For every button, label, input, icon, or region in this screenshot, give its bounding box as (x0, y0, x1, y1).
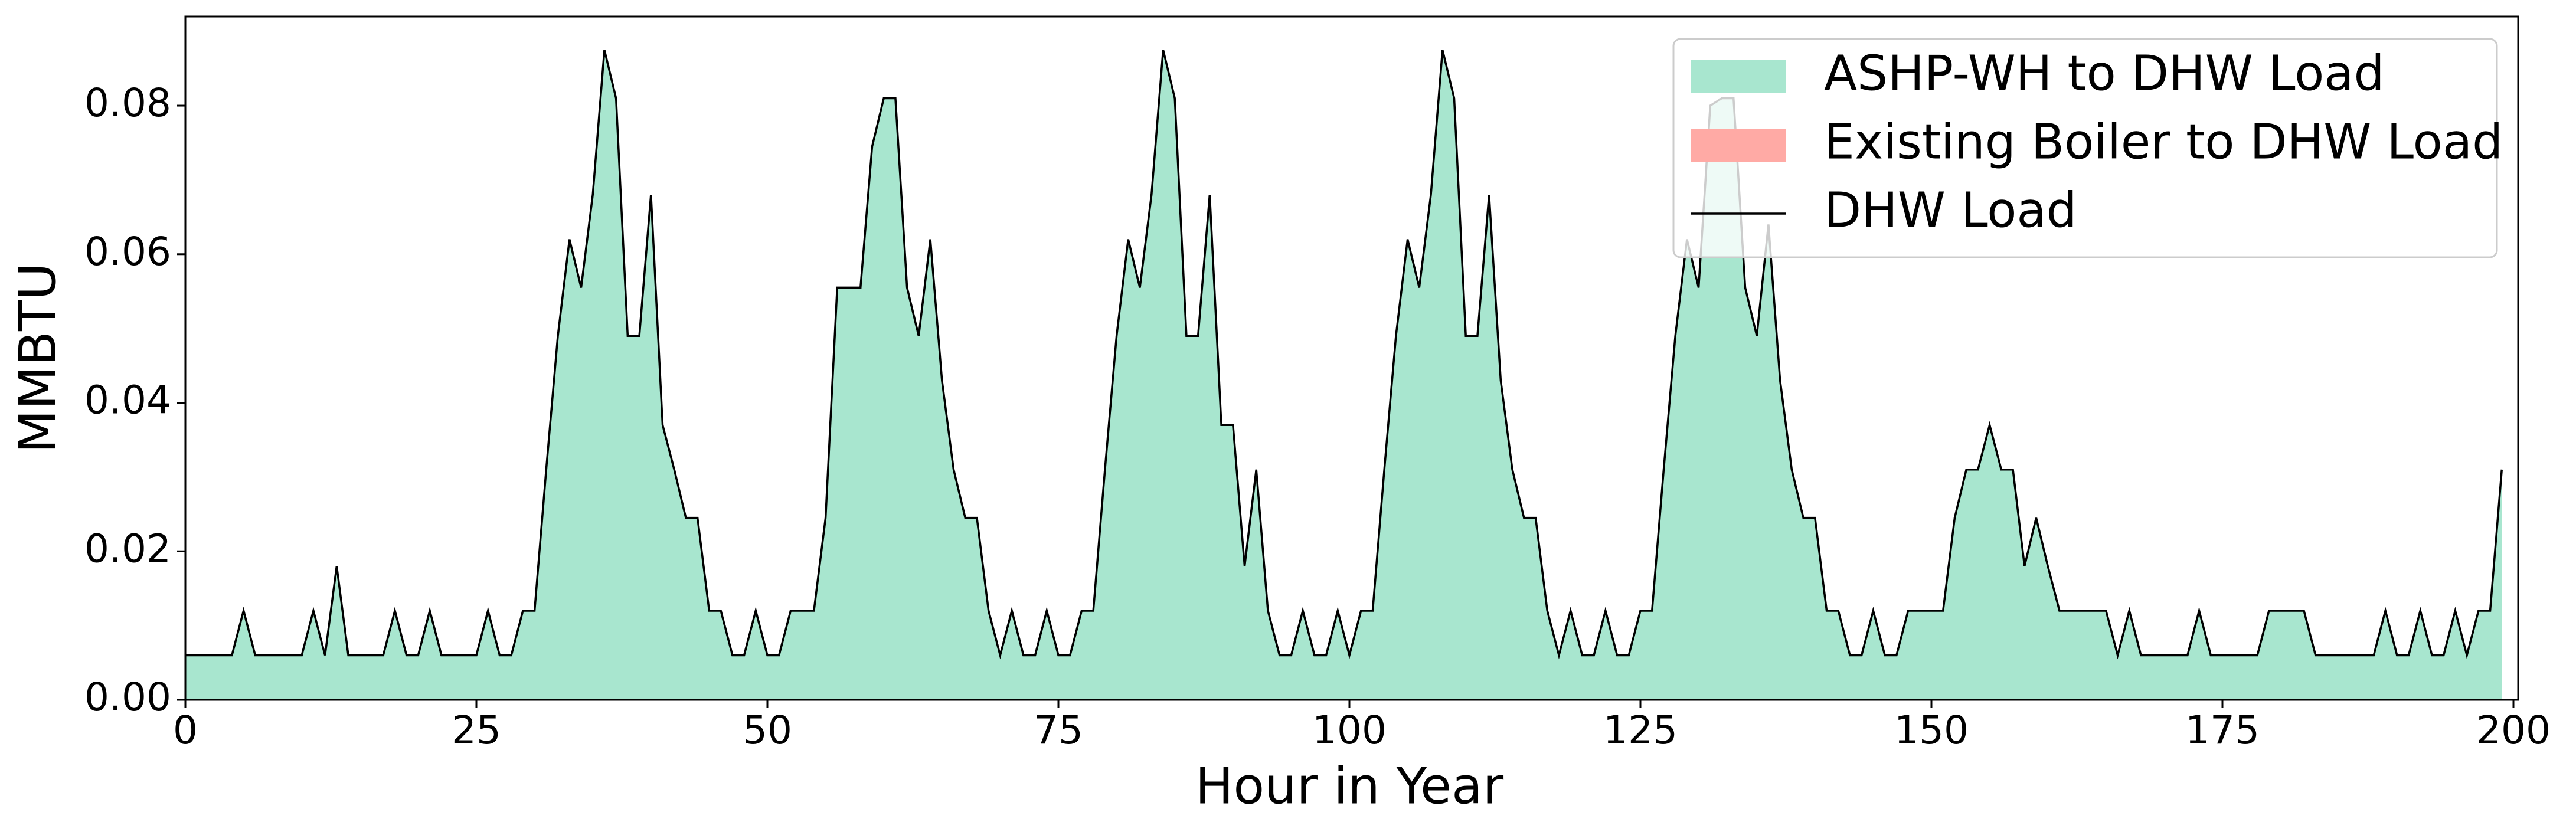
y-tick-label: 0.02 (84, 526, 171, 571)
legend-label: ASHP-WH to DHW Load (1824, 45, 2385, 101)
legend: ASHP-WH to DHW Load Existing Boiler to DH… (1672, 38, 2503, 258)
line (185, 50, 2503, 660)
y-tick-label: 0.04 (84, 378, 171, 423)
x-tick-label: 0 (173, 707, 198, 753)
x-tick-label: 75 (1034, 707, 1083, 753)
x-tick-label: 50 (743, 707, 792, 753)
y-axis-label: MMBTU (8, 263, 67, 454)
y-tick-label: 0.08 (84, 80, 171, 126)
y-tick-label: 0.00 (84, 674, 171, 720)
x-tick-label: 175 (2185, 707, 2260, 753)
legend-label: DHW Load (1824, 182, 2077, 238)
x-tick-label: 125 (1603, 707, 1678, 753)
legend-swatch (1691, 129, 1786, 162)
y-tick-label: 0.06 (84, 229, 171, 274)
x-tick-label: 200 (2476, 707, 2551, 753)
legend-box (1672, 38, 2498, 258)
plot-frame (184, 15, 2519, 701)
legend-label: Existing Boiler to DHW Load (1824, 114, 2503, 170)
area (185, 50, 2502, 700)
legend-swatch (1691, 60, 1786, 93)
x-tick-label: 25 (452, 707, 501, 753)
x-tick-label: 150 (1894, 707, 1969, 753)
x-axis-label: Hour in Year (1195, 756, 1504, 815)
x-tick-label: 100 (1312, 707, 1387, 753)
